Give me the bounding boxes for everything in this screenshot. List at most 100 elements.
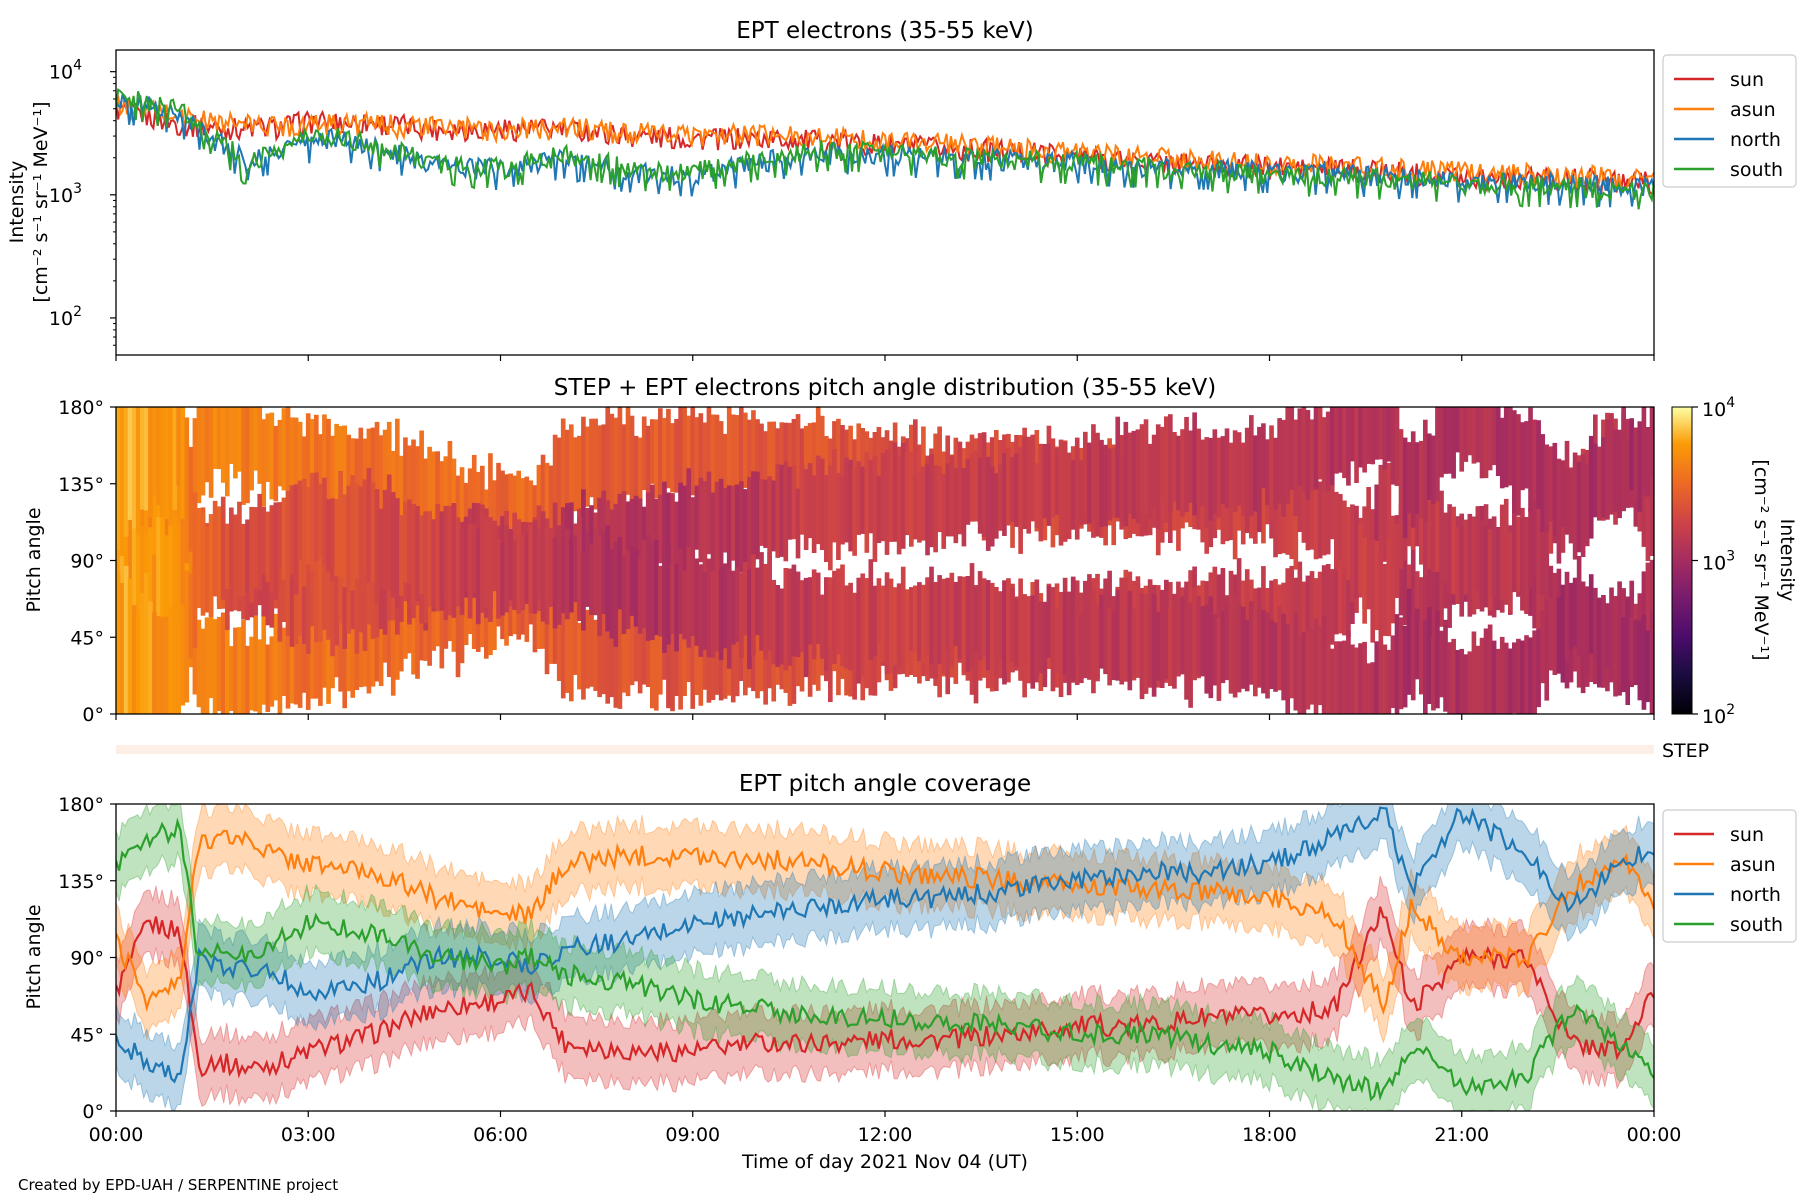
pad-cell-south [1350,644,1355,714]
pad-cell-south [1119,577,1125,679]
pad-cell-asun [674,419,679,493]
pad-cell-north [848,459,853,552]
pad-cell-south [281,497,287,580]
pad-cell-north [868,460,874,534]
pad-cell-sun [625,618,631,697]
pad-cell-south [168,407,173,502]
pad-cell-sun [1329,569,1335,645]
pad-cell-south [399,515,404,596]
pad-cell-north [1483,407,1489,479]
pad-cell-south [1503,642,1509,714]
pad-cell-south [1317,627,1323,706]
pad-cell-asun [617,407,623,501]
pad-cell-south [512,540,517,610]
pad-cell-sun [593,619,598,691]
pad-cell-south [965,576,971,673]
pad-cell-north [1427,433,1432,501]
pad-cell-south [896,583,902,667]
pad-cell-south [156,407,161,505]
pad-cell-asun [168,525,173,637]
coverage-title: EPT pitch angle coverage [739,771,1031,797]
pad-cell-south [1398,617,1404,710]
pad-cell-south [1249,601,1254,685]
coverage-ytick-label: 180° [58,794,104,816]
pad-cell-south [116,407,121,550]
coverage-xtick-label: 12:00 [858,1124,913,1146]
pad-cell-north [1370,407,1376,465]
pad-cell-sun [694,611,700,695]
pad-cell-north [285,532,291,637]
pad-cell-south [658,565,663,637]
pad-cell-south [670,564,675,634]
pad-cell-north [1386,407,1392,462]
pad-cell-asun [1641,445,1647,547]
pad-cell-asun [257,407,263,484]
pad-cell-north [1378,407,1384,460]
pad-cell-asun [212,407,218,469]
pad-cell-north [1544,444,1550,533]
pad-cell-north [658,494,663,564]
pad-cell-south [641,539,647,629]
pad-cell-south [257,493,263,591]
pad-cell-sun [698,618,704,706]
pad-cell-sun [1382,468,1388,562]
pad-axes: 0° 45° 90° 135° 180° [58,397,1655,726]
pad-cell-south [204,526,210,613]
pad-cell-north [1026,436,1032,534]
pad-cell-north [1394,407,1400,486]
pad-cell-north [370,538,376,639]
pad-cell-sun [1427,548,1432,645]
pad-cell-south [1378,640,1384,714]
pad-cell-south [803,577,809,678]
pad-cell-north [1297,408,1303,486]
pad-cell-asun [196,407,202,504]
pad-cell-sun [322,614,327,688]
pad-cell-south [989,582,995,687]
pad-cell-sun [828,608,833,702]
pad-cell-north [1358,407,1363,468]
pad-cell-south [334,499,339,577]
pad-cell-sun [152,449,157,586]
pad-cell-south [1155,612,1161,681]
pad-cell-south [1491,640,1497,714]
pad-cell-sun [233,627,238,714]
pad-cell-north [650,484,655,584]
pad-cell-north [1079,460,1084,526]
pad-cell-south [1099,594,1104,669]
pad-cell-north [180,604,186,706]
pad-cell-south [577,516,582,622]
pad-cell-south [423,511,428,624]
pad-cell-north [702,481,708,573]
pad-cell-north [1621,407,1626,512]
pad-cell-asun [1334,491,1339,570]
pad-cell-south [836,568,841,655]
pad-cell-north [1459,407,1465,472]
pad-cell-asun [1382,564,1388,636]
pad-heatmap [116,407,1654,714]
pad-cell-north [164,616,169,714]
pad-cell-north [1435,407,1440,502]
pad-cell-south [876,578,882,644]
pad-cell-sun [204,617,210,714]
pad-cell-asun [326,418,331,525]
pad-cell-south [273,502,279,600]
pad-cell-sun [650,601,655,709]
coverage-ytick-label: 45° [70,1024,104,1046]
pad-cell-asun [1261,451,1266,544]
pad-cell-sun [305,600,311,710]
pad-cell-south [1588,574,1594,654]
colorbar-tick-label: 103 [1702,549,1735,575]
pad-cell-sun [585,609,590,689]
coverage-ylabel: Pitch angle [23,904,45,1009]
pad-cell-north [1382,407,1388,470]
pad-cell-asun [552,434,558,519]
pad-cell-asun [714,414,720,500]
pad-cell-north [961,467,967,547]
pad-cell-sun [674,626,679,696]
pad-cell-asun [1475,507,1481,590]
pad-cell-asun [1463,519,1469,595]
pad-cell-south [1649,611,1654,714]
pad-cell-south [686,546,692,648]
pad-cell-asun [1305,453,1311,551]
pad-cell-south [310,472,315,571]
